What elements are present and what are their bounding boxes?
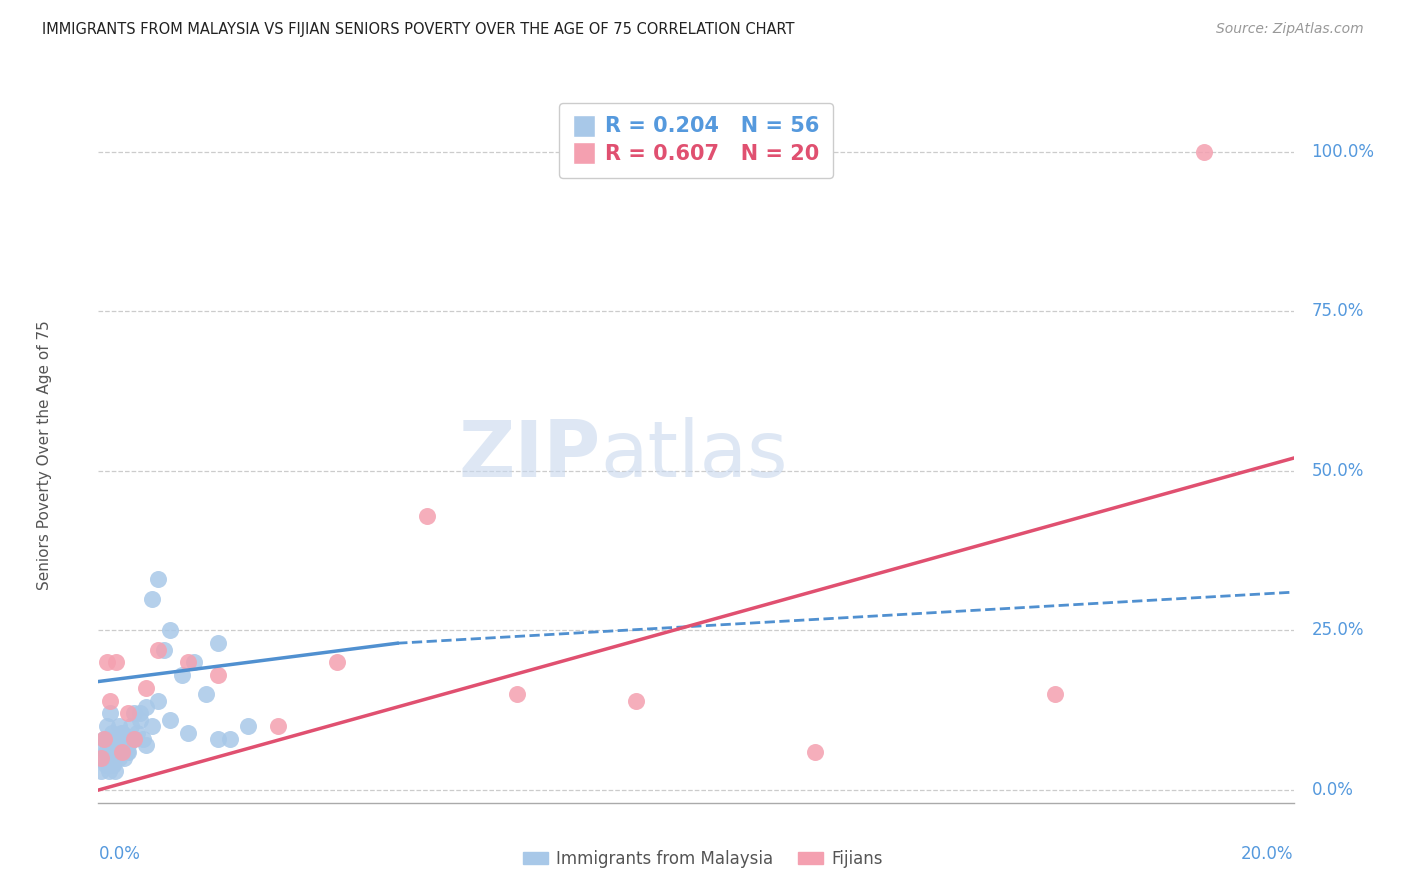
Point xyxy=(177,656,200,670)
Point xyxy=(129,706,152,721)
Point xyxy=(96,745,118,759)
Point xyxy=(153,642,176,657)
Point xyxy=(207,731,229,746)
Text: IMMIGRANTS FROM MALAYSIA VS FIJIAN SENIORS POVERTY OVER THE AGE OF 75 CORRELATIO: IMMIGRANTS FROM MALAYSIA VS FIJIAN SENIO… xyxy=(42,22,794,37)
Point xyxy=(90,764,112,778)
Point xyxy=(98,745,122,759)
Point xyxy=(105,731,128,746)
Point xyxy=(105,739,128,753)
Text: 0.0%: 0.0% xyxy=(98,845,141,863)
Point xyxy=(110,739,132,753)
Point xyxy=(96,656,118,670)
Legend: Immigrants from Malaysia, Fijians: Immigrants from Malaysia, Fijians xyxy=(516,844,890,875)
Text: 20.0%: 20.0% xyxy=(1241,845,1294,863)
Point xyxy=(96,719,118,733)
Point xyxy=(124,731,146,746)
Text: 75.0%: 75.0% xyxy=(1312,302,1364,320)
Point xyxy=(159,624,181,638)
Point xyxy=(98,764,121,778)
Point xyxy=(111,745,134,759)
Point xyxy=(183,656,205,670)
Point xyxy=(93,731,115,746)
Point xyxy=(90,751,112,765)
Point xyxy=(135,739,157,753)
Point xyxy=(97,751,120,765)
Point xyxy=(416,508,439,523)
Text: Seniors Poverty Over the Age of 75: Seniors Poverty Over the Age of 75 xyxy=(37,320,52,590)
Point xyxy=(124,706,146,721)
Point xyxy=(207,636,229,650)
Point xyxy=(122,731,145,746)
Point xyxy=(194,687,218,701)
Point xyxy=(103,757,125,772)
Point xyxy=(93,739,115,753)
Text: atlas: atlas xyxy=(600,417,787,493)
Point xyxy=(105,656,128,670)
Point xyxy=(117,739,139,753)
Point xyxy=(624,694,647,708)
Point xyxy=(103,739,125,753)
Point xyxy=(326,656,349,670)
Text: 100.0%: 100.0% xyxy=(1312,143,1375,161)
Point xyxy=(267,719,290,733)
Point xyxy=(129,713,152,727)
Text: 50.0%: 50.0% xyxy=(1312,462,1364,480)
Point xyxy=(148,573,170,587)
Point xyxy=(148,694,170,708)
Legend: R = 0.204   N = 56, R = 0.607   N = 20: R = 0.204 N = 56, R = 0.607 N = 20 xyxy=(558,103,834,178)
Point xyxy=(1043,687,1066,701)
Point xyxy=(108,719,131,733)
Point xyxy=(135,700,157,714)
Point xyxy=(107,745,129,759)
Point xyxy=(98,706,122,721)
Point xyxy=(111,725,134,739)
Point xyxy=(177,725,200,739)
Point xyxy=(159,713,181,727)
Point xyxy=(132,731,155,746)
Point xyxy=(100,725,122,739)
Point xyxy=(103,751,125,765)
Point xyxy=(111,725,134,739)
Point xyxy=(101,757,124,772)
Text: Source: ZipAtlas.com: Source: ZipAtlas.com xyxy=(1216,22,1364,37)
Point xyxy=(108,751,131,765)
Point xyxy=(117,706,139,721)
Point xyxy=(236,719,259,733)
Point xyxy=(141,719,163,733)
Point xyxy=(98,694,122,708)
Point xyxy=(120,719,142,733)
Point xyxy=(115,745,138,759)
Point xyxy=(804,745,827,759)
Point xyxy=(94,757,117,772)
Point xyxy=(124,731,146,746)
Point xyxy=(104,764,127,778)
Point xyxy=(148,642,170,657)
Point xyxy=(96,731,118,746)
Text: 25.0%: 25.0% xyxy=(1312,622,1364,640)
Point xyxy=(91,751,114,765)
Point xyxy=(506,687,529,701)
Point xyxy=(114,731,136,746)
Text: 0.0%: 0.0% xyxy=(1312,781,1354,799)
Point xyxy=(112,751,135,765)
Point xyxy=(172,668,194,682)
Point xyxy=(135,681,157,695)
Point xyxy=(219,731,242,746)
Point xyxy=(207,668,229,682)
Point xyxy=(93,731,115,746)
Point xyxy=(1192,145,1215,159)
Point xyxy=(127,725,149,739)
Text: ZIP: ZIP xyxy=(458,417,600,493)
Point xyxy=(141,591,163,606)
Point xyxy=(117,745,139,759)
